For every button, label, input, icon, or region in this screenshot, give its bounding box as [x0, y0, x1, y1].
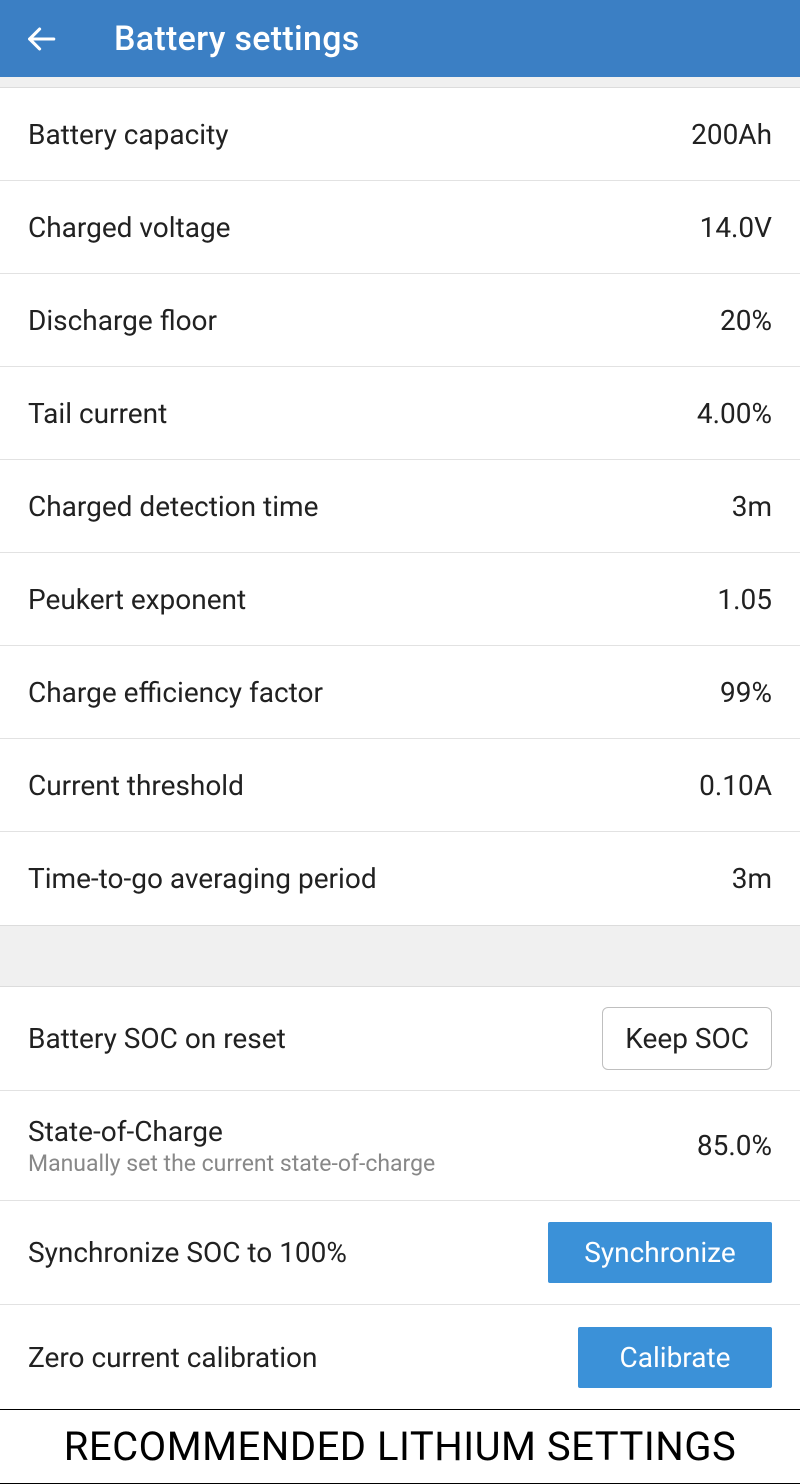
setting-label: Time-to-go averaging period — [28, 862, 377, 895]
setting-value: 99% — [720, 676, 772, 709]
setting-row-time-to-go[interactable]: Time-to-go averaging period 3m — [0, 832, 800, 925]
setting-row-soc-reset[interactable]: Battery SOC on reset Keep SOC — [0, 987, 800, 1091]
section-gap — [0, 77, 800, 88]
setting-label: State-of-Charge — [28, 1115, 435, 1148]
setting-label: Charge efficiency factor — [28, 676, 323, 709]
setting-label: Charged detection time — [28, 490, 318, 523]
setting-label: Charged voltage — [28, 211, 231, 244]
settings-list-2: Battery SOC on reset Keep SOC State-of-C… — [0, 987, 800, 1409]
synchronize-button[interactable]: Synchronize — [548, 1222, 772, 1283]
setting-label: Zero current calibration — [28, 1341, 318, 1374]
calibrate-button[interactable]: Calibrate — [578, 1327, 772, 1388]
setting-label-group: State-of-Charge Manually set the current… — [28, 1115, 435, 1177]
setting-label: Synchronize SOC to 100% — [28, 1236, 347, 1269]
setting-row-state-of-charge[interactable]: State-of-Charge Manually set the current… — [0, 1091, 800, 1201]
setting-row-charged-voltage[interactable]: Charged voltage 14.0V — [0, 181, 800, 274]
setting-label: Battery SOC on reset — [28, 1022, 286, 1055]
setting-row-synchronize: Synchronize SOC to 100% Synchronize — [0, 1201, 800, 1305]
setting-row-discharge-floor[interactable]: Discharge floor 20% — [0, 274, 800, 367]
footer-text: RECOMMENDED LITHIUM SETTINGS — [64, 1423, 736, 1470]
setting-sublabel: Manually set the current state-of-charge — [28, 1150, 435, 1177]
setting-label: Current threshold — [28, 769, 244, 802]
page-title: Battery settings — [114, 19, 360, 59]
footer-banner: RECOMMENDED LITHIUM SETTINGS — [0, 1409, 800, 1484]
setting-value: 0.10A — [699, 769, 772, 802]
setting-row-charged-detection-time[interactable]: Charged detection time 3m — [0, 460, 800, 553]
setting-value: 14.0V — [700, 211, 772, 244]
setting-label: Discharge floor — [28, 304, 217, 337]
setting-row-calibrate: Zero current calibration Calibrate — [0, 1305, 800, 1409]
section-gap — [0, 925, 800, 987]
setting-row-battery-capacity[interactable]: Battery capacity 200Ah — [0, 88, 800, 181]
setting-row-current-threshold[interactable]: Current threshold 0.10A — [0, 739, 800, 832]
setting-value: 1.05 — [717, 583, 772, 616]
setting-value: 200Ah — [691, 118, 772, 151]
setting-value: 20% — [720, 304, 772, 337]
setting-row-tail-current[interactable]: Tail current 4.00% — [0, 367, 800, 460]
settings-list-1: Battery capacity 200Ah Charged voltage 1… — [0, 88, 800, 925]
setting-row-charge-efficiency[interactable]: Charge efficiency factor 99% — [0, 646, 800, 739]
setting-label: Peukert exponent — [28, 583, 246, 616]
setting-value: 3m — [732, 490, 772, 523]
setting-label: Battery capacity — [28, 118, 228, 151]
setting-value: 3m — [732, 862, 772, 895]
setting-value: 85.0% — [697, 1129, 772, 1162]
setting-row-peukert-exponent[interactable]: Peukert exponent 1.05 — [0, 553, 800, 646]
setting-label: Tail current — [28, 397, 167, 430]
app-header: Battery settings — [0, 0, 800, 77]
keep-soc-button[interactable]: Keep SOC — [602, 1007, 772, 1070]
back-arrow-icon[interactable] — [24, 22, 58, 56]
setting-value: 4.00% — [697, 397, 772, 430]
